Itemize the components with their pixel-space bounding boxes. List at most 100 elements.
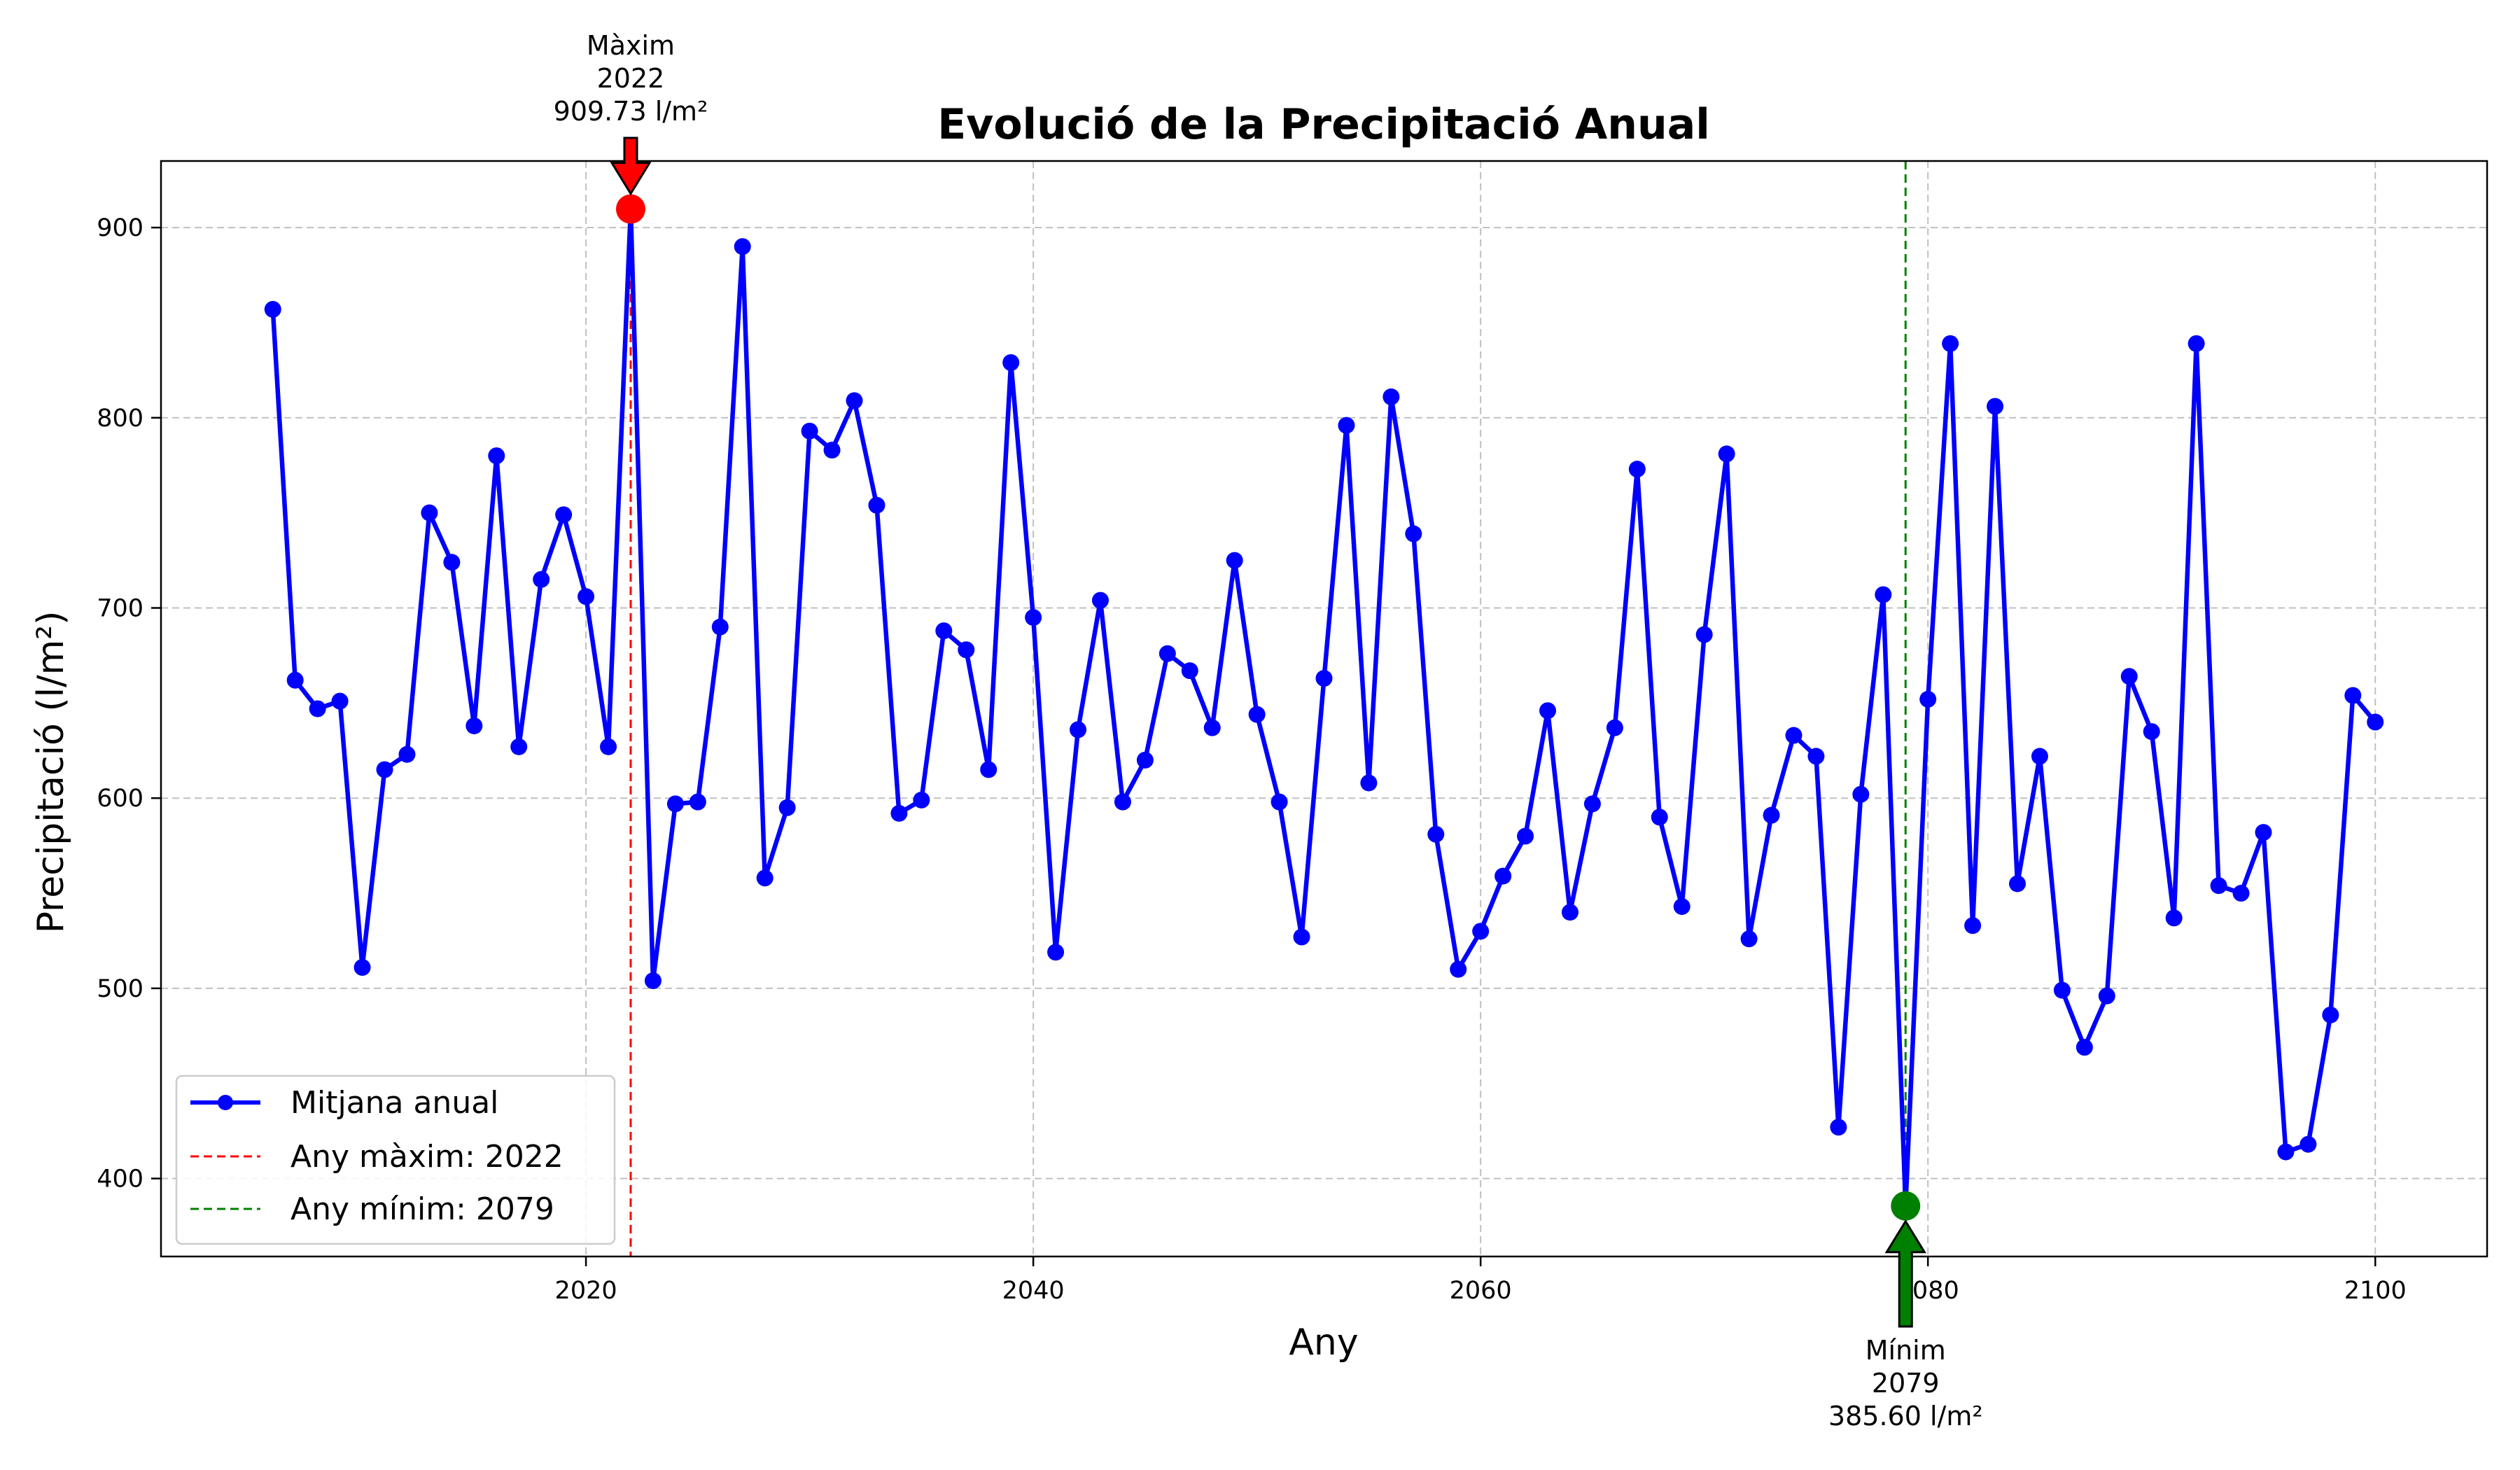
data-point [331,692,349,710]
data-point [801,422,818,440]
x-axis-label: Any [1289,1322,1358,1364]
data-point [1628,461,1646,478]
y-axis-label: Precipitació (l/m²) [30,611,72,934]
x-tick-label: 2040 [1002,1277,1065,1305]
data-point [1114,793,1131,811]
data-point [1472,923,1490,940]
data-point [2009,875,2026,892]
data-point [555,506,573,524]
series [264,200,2384,1214]
min-annotation-text: 385.60 l/m² [1828,1401,1983,1432]
legend: Mitjana anual Any màxim: 2022 Any mínim:… [175,1074,616,1245]
data-point [2300,1135,2317,1153]
data-point [1830,1119,1847,1136]
data-point [1025,609,1042,626]
plot-frame [160,160,2488,1258]
data-point [1248,706,1266,723]
legend-swatch-marker [218,1095,233,1110]
data-point [1158,645,1176,662]
legend-label-min-line: Any mínim: 2079 [290,1191,554,1227]
annotation-arrows [610,136,1926,1328]
y-tick-label: 800 [97,405,144,433]
data-point [980,761,997,778]
y-tick-label: 900 [97,214,144,242]
data-point [1181,662,1198,680]
grid [161,161,2487,1256]
max-annotation-text: 909.73 l/m² [554,96,708,127]
data-point [1583,795,1601,813]
data-point [1539,702,1557,720]
data-point [1942,335,1959,352]
data-point [1673,898,1690,916]
data-point [2232,885,2250,902]
data-point [1852,785,1870,803]
data-point [1651,808,1668,826]
data-point [2143,723,2160,741]
data-point [1405,525,1422,542]
data-point [1450,960,1467,978]
data-point [1382,388,1400,405]
y-tick-label: 700 [97,594,144,622]
data-point [488,447,505,465]
data-point [2255,824,2272,841]
data-point [1919,690,1937,708]
data-point [398,746,416,763]
data-point [1807,748,1825,765]
data-point [1561,904,1578,921]
data-point [533,570,550,588]
data-point [1360,774,1378,792]
x-tick-label: 2060 [1450,1277,1512,1305]
y-tick-label: 400 [97,1166,144,1194]
reference-lines [629,161,1907,1256]
y-tick-label: 500 [97,975,144,1003]
data-point [1517,827,1534,845]
data-point [1338,416,1355,434]
data-point [465,717,483,734]
data-point [2120,668,2138,685]
min-annotation-text: Mínim [1865,1335,1946,1366]
chart-title: Evolució de la Precipitació Anual [937,100,1710,149]
data-point [286,671,304,689]
data-point [1695,626,1713,643]
data-point [1875,586,1892,603]
data-point [1002,354,1020,372]
data-point [1070,721,1087,738]
legend-label-series: Mitjana anual [290,1085,498,1121]
data-point [1315,670,1333,687]
data-point [1091,592,1109,609]
max-arrow [610,136,652,196]
data-point [309,700,326,718]
data-point [578,588,595,606]
data-point [2210,877,2227,895]
data-point [644,972,662,990]
data-point [2165,909,2183,927]
data-point [264,300,281,318]
data-point [2188,335,2205,352]
data-point [1785,727,1802,744]
data-point [1293,928,1310,946]
data-point [2098,987,2115,1004]
data-point [1136,751,1154,769]
max-annotation-text: Màxim [587,30,675,61]
data-point [689,793,706,811]
data-point [2053,981,2071,999]
data-point [376,761,393,778]
data-point [1606,719,1623,736]
data-point [711,618,729,636]
data-point [600,738,617,755]
data-point [1740,930,1758,948]
data-point [1964,917,1982,934]
data-point [1718,445,1735,463]
x-tick-label: 2100 [2344,1277,2407,1305]
data-point [1494,867,1512,885]
legend-frame [175,1074,616,1245]
data-point [2344,687,2362,704]
data-point [778,799,796,816]
data-point [935,622,953,640]
data-point [2076,1039,2093,1056]
extreme-markers [615,194,1921,1221]
data-point [1427,825,1445,843]
data-point [1270,793,1288,811]
